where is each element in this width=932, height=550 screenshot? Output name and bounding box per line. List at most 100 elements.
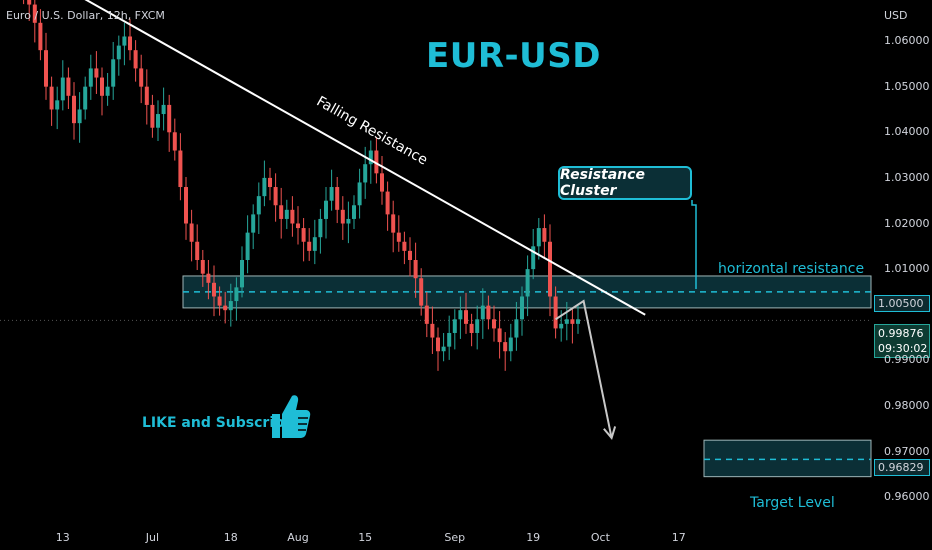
x-tick-label: Aug [287, 531, 309, 544]
candle-body [139, 68, 144, 87]
candle-body [475, 319, 480, 333]
y-tick-label: 1.05000 [884, 79, 930, 93]
candle-body [296, 223, 300, 229]
candle-body [279, 205, 284, 219]
candle-body [156, 114, 160, 128]
zones-layer [0, 275, 872, 478]
candle-body [88, 68, 93, 87]
candle-body [223, 305, 228, 311]
cluster-pointer [691, 200, 697, 289]
horizontal-resistance-label: horizontal resistance [718, 261, 865, 277]
candle-body [564, 319, 569, 324]
candle-body [94, 68, 99, 78]
candle-body [430, 323, 435, 338]
candle-body [234, 287, 239, 302]
x-tick-label: 17 [671, 531, 686, 544]
candle-body [251, 214, 256, 233]
candle-body [44, 50, 48, 87]
candle-body [116, 45, 121, 60]
candle-body [559, 323, 564, 329]
candle-body [340, 209, 345, 224]
candle-body [32, 4, 37, 23]
candle-body [245, 232, 250, 260]
candle-body [492, 319, 496, 329]
candle-body [100, 77, 104, 96]
candle-body [111, 59, 116, 87]
candle-body [553, 296, 558, 329]
candle-body [525, 269, 530, 297]
candle-body [424, 305, 429, 324]
candle-body [447, 332, 452, 347]
candle-body [122, 36, 127, 46]
candle-body [262, 177, 267, 197]
candle-body [301, 228, 306, 242]
y-tick-label: 1.02000 [884, 216, 930, 230]
candle-body [27, 0, 32, 5]
candle-body [72, 95, 76, 124]
candle-body [419, 278, 424, 306]
candle-body [38, 22, 43, 51]
candle-body [167, 104, 172, 133]
candle-body [217, 296, 222, 306]
x-tick-label: 15 [358, 531, 373, 544]
candle-body [396, 232, 401, 242]
candle-body [312, 237, 317, 251]
symbol-label[interactable]: Euro / U.S. Dollar, 12h, FXCM [6, 9, 165, 22]
candle-body [548, 241, 552, 297]
x-tick-label: Sep [444, 531, 466, 544]
candle-body [184, 187, 188, 224]
candle-body [290, 209, 295, 224]
resistance-cluster-callout: Resistance Cluster [558, 166, 692, 200]
candle-body [542, 228, 547, 242]
candle-body [508, 337, 513, 352]
target-price-tag: 0.96829 [874, 459, 930, 476]
candle-body [368, 150, 373, 165]
candle-body [346, 218, 351, 224]
candle-body [469, 323, 474, 333]
candle-body [195, 241, 200, 260]
candle-body [206, 273, 211, 283]
candle-body [380, 173, 384, 192]
candle-body [441, 346, 446, 352]
candle-body [357, 182, 362, 206]
candle-body [413, 260, 418, 279]
candle-body [128, 36, 132, 51]
candle-body [60, 77, 65, 101]
candle-body [391, 214, 396, 233]
y-tick-label: 1.01000 [884, 262, 930, 276]
candle-body [503, 342, 508, 352]
y-tick-label: 0.99000 [884, 353, 930, 367]
currency-label: USD [884, 9, 908, 22]
candle-body [83, 86, 88, 110]
candle-body [531, 246, 536, 270]
candle-body [273, 187, 278, 206]
candle-body [480, 305, 485, 320]
candle-body [408, 250, 412, 260]
candle-body [329, 187, 334, 201]
candle-body [172, 132, 177, 151]
candle-body [144, 86, 149, 105]
candle-body [77, 109, 82, 124]
y-tick-label: 1.06000 [884, 34, 930, 48]
candle-body [335, 187, 340, 210]
candle-body [458, 310, 463, 320]
chart-title: EUR-USD [426, 36, 601, 76]
candle-body [464, 310, 468, 324]
projection-path [555, 299, 613, 439]
candle-body [307, 241, 312, 251]
candle-body [228, 301, 233, 311]
candle-body [363, 164, 368, 183]
candle-body [536, 228, 541, 247]
candle-body [520, 296, 524, 320]
candle-body [200, 260, 205, 274]
target-level-label: Target Level [750, 495, 835, 511]
candle-body [284, 209, 289, 219]
projection-arrowhead [603, 426, 617, 440]
candle-body [268, 177, 272, 188]
current-price-tag: 0.99876 09:30:02 [874, 324, 930, 358]
target-zone [703, 439, 872, 478]
pivot-price-tag: 1.00500 [874, 295, 930, 312]
candle-body [212, 282, 216, 297]
candle-body [385, 191, 390, 215]
